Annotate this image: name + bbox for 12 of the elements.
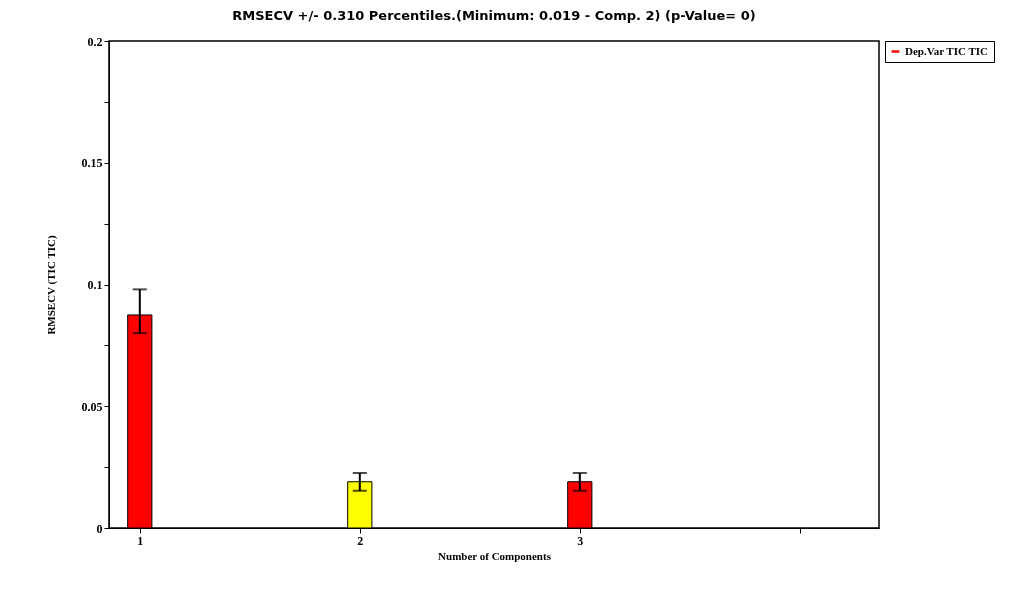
x-axis-title: Number of Components xyxy=(438,549,552,562)
x-tick-label: 2 xyxy=(357,533,364,548)
legend-label: Dep.Var TIC TIC xyxy=(905,44,989,57)
chart-title: RMSECV +/- 0.310 Percentiles.(Minimum: 0.019 - Comp. 2) (p-Value= 0) xyxy=(232,8,756,23)
x-tick-label: 3 xyxy=(577,533,584,548)
y-tick-label: 0.1 xyxy=(87,278,103,292)
y-tick-label: 0.2 xyxy=(87,34,103,49)
y-tick-label: 0.05 xyxy=(81,399,103,414)
y-tick-label: 0 xyxy=(96,521,103,536)
x-tick-label: 1 xyxy=(137,533,144,548)
y-tick-label: 0.15 xyxy=(81,156,103,171)
y-axis-title: RMSECV (TIC TIC) xyxy=(44,235,58,335)
